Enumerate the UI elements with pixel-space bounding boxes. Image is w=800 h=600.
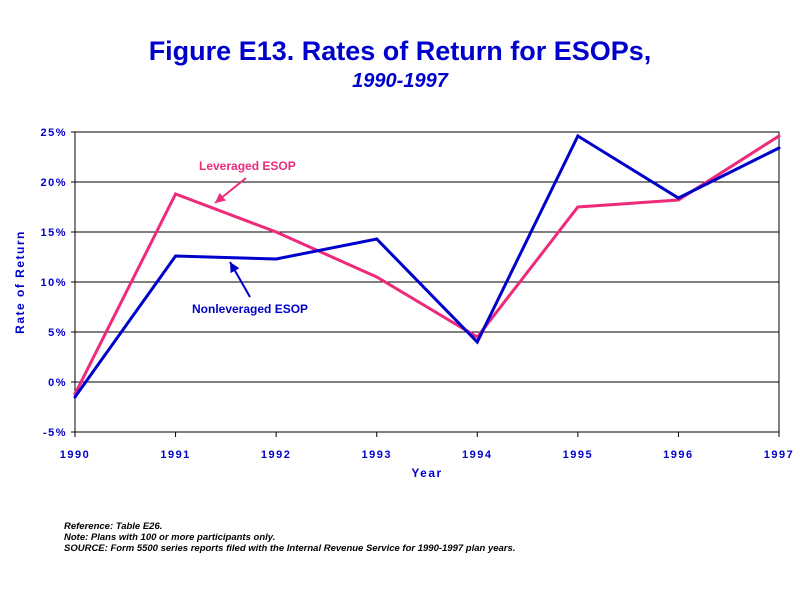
series-lines [73, 133, 781, 399]
leveraged-point-1995 [576, 205, 580, 209]
nonleveraged-point-1996 [676, 196, 680, 200]
nonleveraged-point-1990 [73, 395, 77, 399]
leveraged-point-1993 [375, 275, 379, 279]
leveraged-point-1991 [174, 192, 178, 196]
y-tick-label: 20% [40, 177, 67, 189]
nonleveraged-point-1997 [777, 146, 781, 150]
x-tick-label: 1992 [261, 449, 291, 461]
nonleveraged-point-1992 [274, 257, 278, 261]
x-tick-label: 1994 [462, 449, 492, 461]
nonleveraged-esop-arrowhead [230, 262, 240, 274]
chart-title: Figure E13. Rates of Return for ESOPs, [148, 36, 652, 66]
nonleveraged-esop-label: Nonleveraged ESOP [192, 302, 308, 316]
x-tick-label: 1990 [60, 449, 90, 461]
leveraged-esop-arrowhead [215, 192, 226, 203]
nonleveraged-point-1993 [375, 237, 379, 241]
nonleveraged-point-1991 [174, 254, 178, 258]
gridlines [75, 131, 779, 433]
x-axis-label: Year [411, 466, 442, 480]
y-axis-ticks: -5% 0% 5% 10% 15% 20% 25% [40, 127, 75, 439]
y-axis-label: Rate of Return [13, 230, 27, 334]
x-tick-label: 1997 [764, 449, 794, 461]
plan-note: Note: Plans with 100 or more participant… [64, 532, 276, 543]
leveraged-esop-line [73, 134, 780, 395]
x-tick-label: 1993 [361, 449, 391, 461]
x-axis-ticks: 1990 1991 1992 1993 1994 1995 1996 1997 [60, 432, 794, 461]
source-note: SOURCE: Form 5500 series reports filed w… [64, 543, 516, 554]
leveraged-point-1992 [274, 230, 278, 234]
chart-subtitle: 1990-1997 [352, 70, 448, 92]
leveraged-point-1997 [777, 134, 781, 138]
y-tick-label: -5% [43, 427, 67, 439]
y-tick-label: 10% [40, 277, 67, 289]
y-tick-label: 5% [48, 327, 67, 339]
nonleveraged-esop-line [73, 133, 780, 398]
nonleveraged-point-1995 [576, 134, 580, 138]
x-tick-label: 1996 [663, 449, 693, 461]
leveraged-esop-label: Leveraged ESOP [199, 159, 296, 173]
x-tick-label: 1995 [563, 449, 593, 461]
y-tick-label: 0% [48, 377, 67, 389]
nonleveraged-point-1994 [475, 340, 479, 344]
y-tick-label: 25% [40, 127, 67, 139]
plot-area [74, 131, 780, 433]
reference-note: Reference: Table E26. [64, 521, 163, 532]
x-tick-label: 1991 [160, 449, 190, 461]
y-tick-label: 15% [40, 227, 67, 239]
chart-notes: Reference: Table E26. Note: Plans with 1… [64, 521, 515, 554]
